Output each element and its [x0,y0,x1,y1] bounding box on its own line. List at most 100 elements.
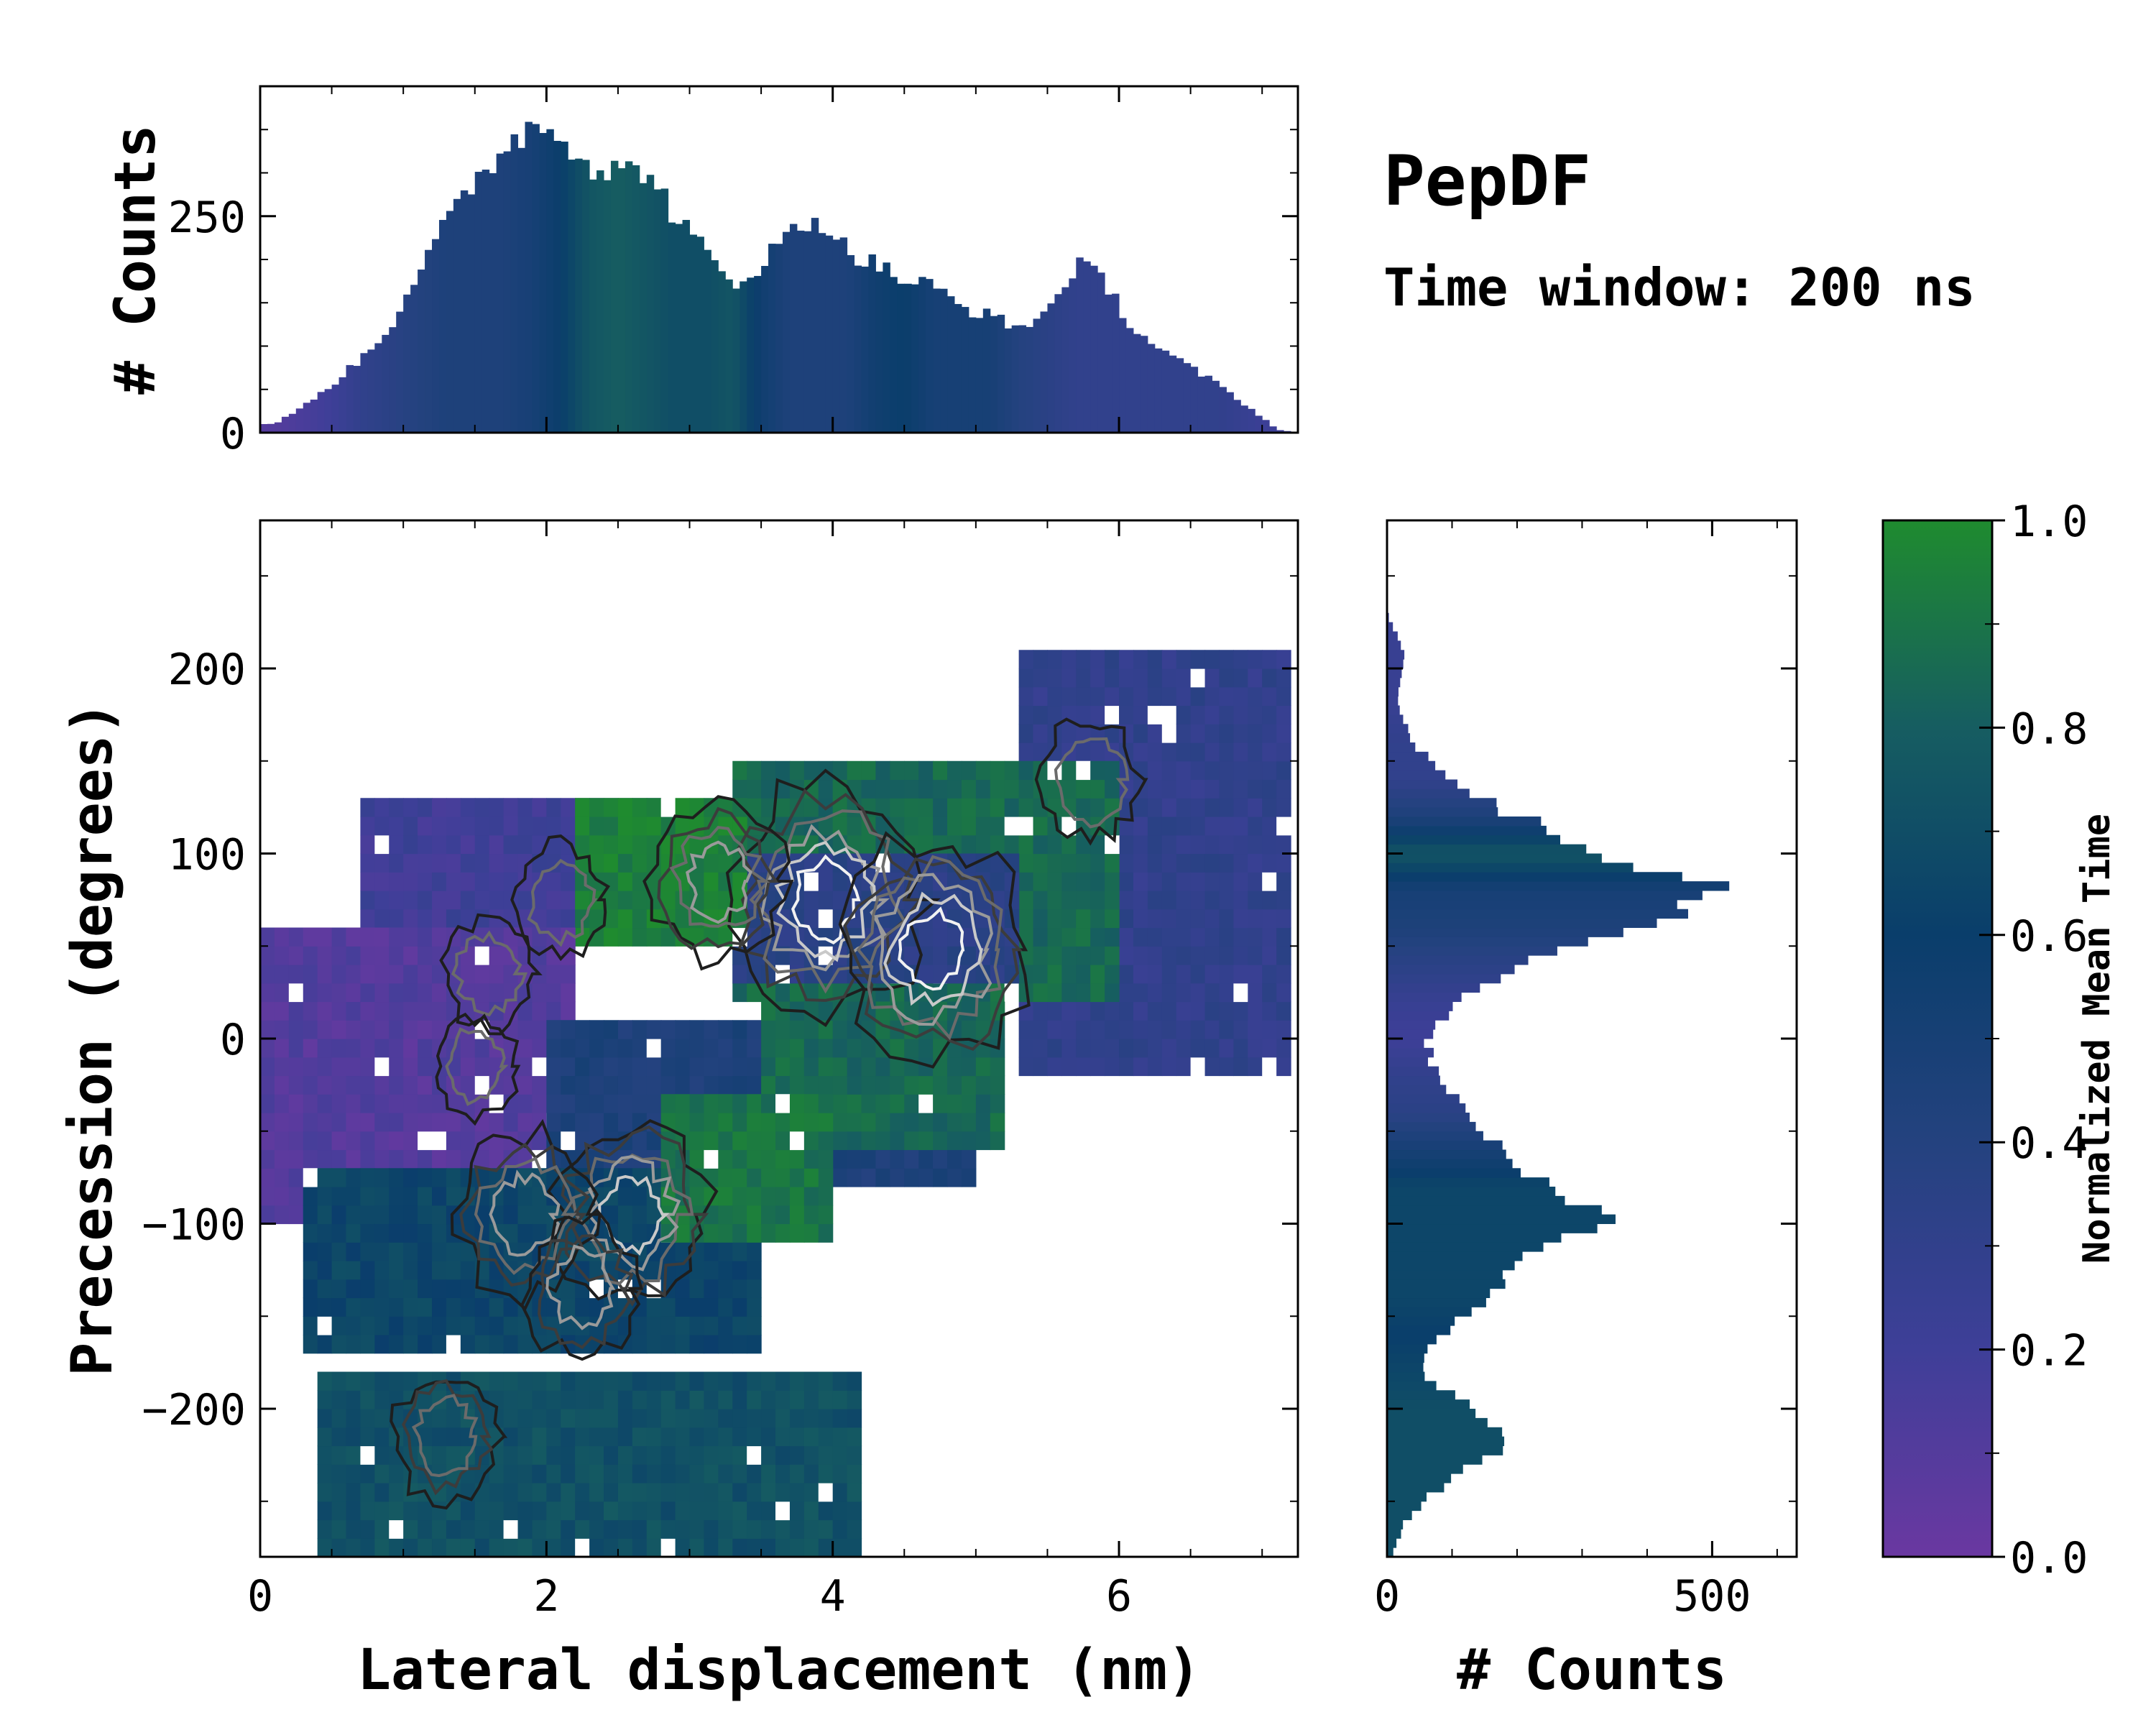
top-histogram-bar [1097,272,1105,433]
heatmap-cell [675,1094,691,1113]
heatmap-cell [432,1335,447,1354]
heatmap-cell [918,1168,934,1187]
heatmap-cell [346,1501,361,1521]
heatmap-cell [933,779,948,799]
heatmap-cell [517,853,533,873]
heatmap-cell [1147,946,1163,965]
heatmap-cell [818,1039,834,1058]
heatmap-cell [1033,927,1049,947]
density-contour [545,1244,616,1330]
heatmap-cell [331,1279,347,1299]
heatmap-cell [732,1279,747,1299]
heatmap-cell [689,1113,705,1132]
heatmap-cell [1276,872,1291,891]
heatmap-cell [617,1113,633,1132]
heatmap-cell [503,816,519,836]
right-histogram-bar [1387,918,1657,929]
heatmap-cell [288,983,304,1003]
heatmap-cell [1248,1001,1263,1021]
heatmap-cell [446,872,461,891]
heatmap-cell [847,1371,862,1391]
heatmap-cell [1204,853,1220,873]
heatmap-cell [1061,983,1077,1003]
heatmap-cell [403,834,418,855]
heatmap-cell [403,1094,418,1113]
heatmap-cell [418,1316,433,1335]
heatmap-cell [1233,983,1248,1003]
heatmap-cell [933,1039,948,1058]
heatmap-cell [689,1131,705,1151]
heatmap-cell [1047,742,1062,762]
density-contour [451,930,528,1017]
heatmap-cell [1105,983,1120,1003]
heatmap-cell [418,872,433,891]
top-histogram-bar [324,389,333,433]
heatmap-cell [1047,853,1062,873]
heatmap-cell [818,1390,834,1409]
heatmap-cell [803,1427,819,1447]
heatmap-cell [418,908,433,929]
heatmap-cell [604,798,619,817]
heatmap-cell [503,872,519,891]
heatmap-cell [503,1409,519,1428]
heatmap-cell [933,891,948,910]
heatmap-cell [632,1075,648,1095]
heatmap-cell [446,891,461,910]
heatmap-cell [274,1149,290,1169]
heatmap-cell [1105,853,1120,873]
right-histogram-bar [1387,891,1703,901]
heatmap-cell [732,1445,747,1465]
heatmap-cell [1233,1039,1248,1058]
heatmap-cell [432,1131,447,1151]
heatmap-cell [1161,946,1177,965]
heatmap-cell [1233,1020,1248,1039]
heatmap-cell [646,927,662,947]
heatmap-cell [632,1057,648,1077]
heatmap-cell [904,1075,919,1095]
heatmap-cell [775,1149,791,1169]
heatmap-cell [918,798,934,817]
top-histogram-bar [1026,326,1034,433]
heatmap-cell [617,1483,633,1502]
density-contour [450,1118,602,1312]
heatmap-cell [617,1519,633,1539]
heatmap-cell [1276,724,1291,743]
heatmap-cell [418,1519,433,1539]
heatmap-cell [418,946,433,965]
heatmap-cell [288,1113,304,1132]
right-histogram-bar [1387,1288,1491,1299]
density-contour [538,1234,634,1350]
heatmap-cell [689,1075,705,1095]
heatmap-cell [1161,705,1177,724]
heatmap-cell [489,1483,505,1502]
heatmap-cell [403,1538,418,1557]
heatmap-cell [689,1501,705,1521]
heatmap-cell [446,1297,461,1317]
heatmap-cell [589,1445,604,1465]
right-histogram-bar [1387,751,1429,762]
heatmap-cell [474,927,490,947]
heatmap-cell [803,908,819,929]
heatmap-cell [1090,1020,1105,1039]
heatmap-cell [432,853,447,873]
heatmap-cell [689,1519,705,1539]
heatmap-cell [303,1020,318,1039]
heatmap-cell [789,1205,805,1225]
heatmap-cell [704,1427,719,1447]
heatmap-cell [818,1427,834,1447]
heatmap-cell [418,1223,433,1243]
heatmap-cell [704,1538,719,1557]
heatmap-cell [689,1483,705,1502]
top-histogram-bar [353,366,361,433]
heatmap-cell [775,760,791,781]
heatmap-cell [832,1445,848,1465]
heatmap-cell [546,1427,561,1447]
colorbar-tick-label: 0.8 [2010,704,2088,754]
heatmap-cell [474,983,490,1003]
heatmap-cell [617,872,633,891]
top-histogram-bar [281,416,290,433]
heatmap-cell [575,1427,590,1447]
heatmap-cell [732,1409,747,1428]
heatmap-cell [1233,927,1248,947]
heatmap-cell [503,1149,519,1169]
